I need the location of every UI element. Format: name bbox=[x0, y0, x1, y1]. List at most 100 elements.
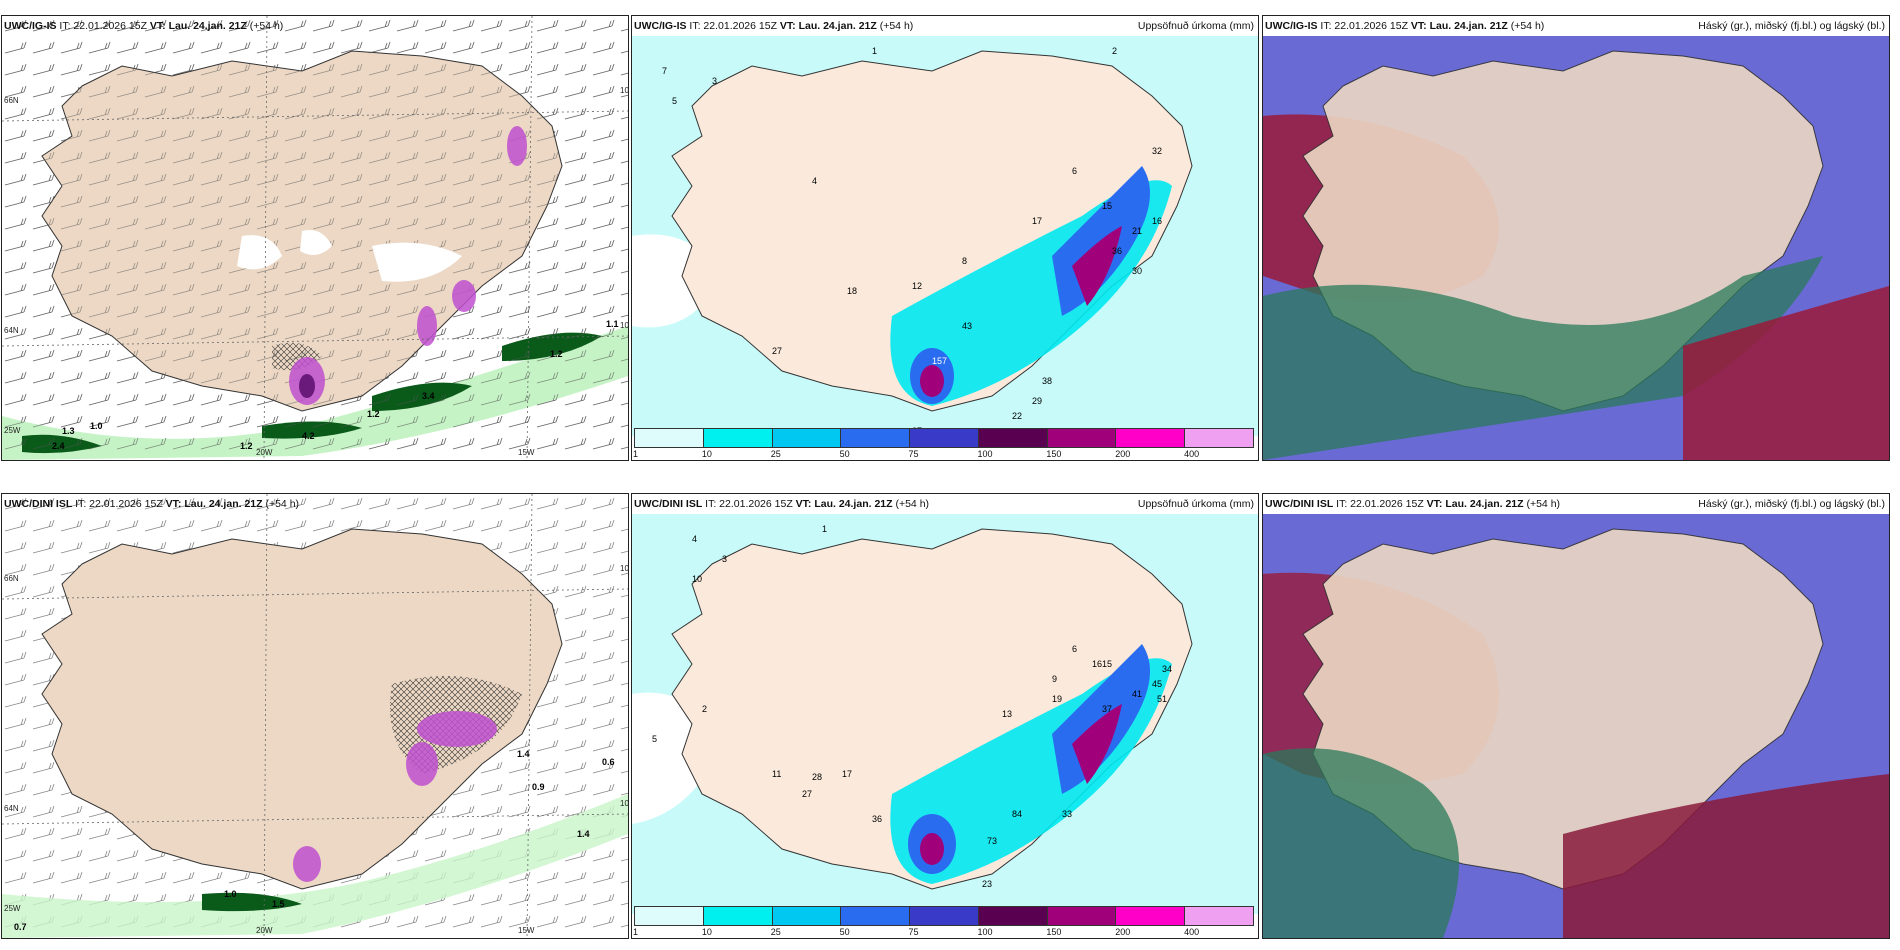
snow-cell bbox=[507, 126, 527, 166]
wind-value: 3.4 bbox=[422, 391, 435, 401]
lon-label: 20W bbox=[256, 926, 273, 935]
colorbar-cell bbox=[1116, 429, 1186, 447]
precip-value: 7 bbox=[662, 66, 668, 76]
colorbar-cell bbox=[910, 907, 979, 925]
lon-label: 10W bbox=[620, 321, 629, 330]
precip-value: 6 bbox=[1072, 644, 1078, 654]
precip-value: 51 bbox=[1157, 694, 1168, 704]
precip-value: 84 bbox=[1012, 809, 1023, 819]
colorbar-tick-label: 100 bbox=[977, 449, 993, 459]
precip-value: 27 bbox=[802, 789, 813, 799]
wind-value: 1.2 bbox=[550, 349, 563, 359]
precip-value: 15 bbox=[1102, 201, 1113, 211]
lon-label: 25W bbox=[4, 426, 21, 435]
precip-value: 1 bbox=[872, 46, 878, 56]
colorbar-tick-label: 10 bbox=[701, 449, 712, 459]
wind-value: 0.9 bbox=[532, 782, 545, 792]
precip-value: 12 bbox=[912, 281, 923, 291]
panel-header: UWC/DINI ISL IT: 22.01.2026 15Z VT: Lau.… bbox=[1265, 498, 1561, 510]
colorbar-tick-label: 150 bbox=[1046, 449, 1062, 459]
precip-value: 28 bbox=[812, 772, 823, 782]
precip-value: 32 bbox=[1152, 146, 1163, 156]
colorbar-cell bbox=[978, 907, 1048, 925]
snow-cell bbox=[293, 846, 321, 882]
panel-title: Uppsöfnuð úrkoma (mm) bbox=[1137, 498, 1254, 510]
precip-value: 37 bbox=[1102, 704, 1113, 714]
iceland-land bbox=[41, 528, 563, 890]
precip-value: 2 bbox=[702, 704, 708, 714]
wind-value: 1.4 bbox=[577, 829, 590, 839]
precip-value: 4 bbox=[692, 534, 698, 544]
panel-header: UWC/IG-IS IT: 22.01.2026 15Z VT: Lau. 24… bbox=[634, 20, 914, 32]
colorbar-tick-label: 100 bbox=[977, 927, 993, 937]
colorbar-cells bbox=[634, 428, 1254, 448]
lon-label: 10W bbox=[620, 86, 629, 95]
precip-value: 16 bbox=[1152, 216, 1163, 226]
panel-header: UWC/IG-IS IT: 22.01.2026 15Z VT: Lau. 24… bbox=[4, 20, 284, 32]
precip-value: 36 bbox=[872, 814, 883, 824]
precip-value: 17 bbox=[1032, 216, 1043, 226]
wind-map bbox=[2, 16, 628, 460]
colorbar-tick-label: 200 bbox=[1115, 927, 1131, 937]
wind-core bbox=[202, 892, 302, 912]
precip-value: 5 bbox=[672, 96, 678, 106]
lat-label: 64N bbox=[4, 326, 19, 335]
colorbar-cells bbox=[634, 906, 1254, 926]
colorbar-ticks: 1 10 25 50 75 100 150 200 400 bbox=[633, 926, 1254, 938]
panel-top-precip: UWC/IG-IS IT: 22.01.2026 15Z VT: Lau. 24… bbox=[631, 15, 1259, 461]
low-cloud bbox=[1263, 256, 1823, 460]
lon-label: 20W bbox=[256, 448, 273, 457]
glacier bbox=[237, 235, 282, 270]
lat-label: 66N bbox=[4, 574, 19, 583]
precip-very-heavy bbox=[920, 365, 944, 397]
precip-value: 17 bbox=[842, 769, 853, 779]
lon-label: 15W bbox=[518, 926, 535, 935]
precip-value: 34 bbox=[1162, 664, 1173, 674]
precip-map bbox=[632, 36, 1258, 436]
colorbar-tick-label: 50 bbox=[839, 449, 850, 459]
precip-value: 8 bbox=[962, 256, 968, 266]
panel-title: Háský (gr.), miðský (fj.bl.) og lágský (… bbox=[1698, 498, 1885, 510]
colorbar-cell bbox=[1185, 907, 1254, 925]
precip-value: 33 bbox=[1062, 809, 1073, 819]
colorbar-cell bbox=[841, 429, 911, 447]
precip-value: 10 bbox=[692, 574, 703, 584]
wind-value: 1.2 bbox=[367, 409, 380, 419]
precip-value: 11 bbox=[772, 769, 782, 779]
glacier bbox=[372, 242, 462, 282]
lat-label: 66N bbox=[4, 96, 19, 105]
precip-value: 29 bbox=[1032, 396, 1043, 406]
wind-value: 0.6 bbox=[602, 757, 615, 767]
colorbar-tick-label: 75 bbox=[908, 927, 919, 937]
precip-value: 19 bbox=[1052, 694, 1063, 704]
wind-value: 1.5 bbox=[272, 899, 285, 909]
precip-value: 36 bbox=[1112, 246, 1123, 256]
panel-bottom-wind: UWC/DINI ISL IT: 22.01.2026 15Z VT: Lau.… bbox=[1, 493, 629, 939]
colorbar-tick-label: 150 bbox=[1046, 927, 1062, 937]
precip-value: 73 bbox=[987, 836, 998, 846]
glacier bbox=[300, 230, 332, 255]
colorbar-tick-label: 25 bbox=[770, 449, 781, 459]
mid-cloud bbox=[1683, 286, 1889, 460]
panel-header: UWC/DINI ISL IT: 22.01.2026 15Z VT: Lau.… bbox=[634, 498, 930, 510]
precip-value: 43 bbox=[962, 321, 973, 331]
precip-value: 9 bbox=[1052, 674, 1058, 684]
precip-value: 18 bbox=[847, 286, 858, 296]
snow-cell bbox=[417, 711, 497, 747]
lon-label: 25W bbox=[4, 904, 21, 913]
precip-value: 45 bbox=[1152, 679, 1163, 689]
panel-header: UWC/DINI ISL IT: 22.01.2026 15Z VT: Lau.… bbox=[4, 498, 300, 510]
lon-label: 10W bbox=[620, 799, 629, 808]
panel-bottom-precip: UWC/DINI ISL IT: 22.01.2026 15Z VT: Lau.… bbox=[631, 493, 1259, 939]
precip-value: 15 bbox=[1102, 659, 1113, 669]
colorbar-tick-label: 10 bbox=[701, 927, 712, 937]
panel-title: Háský (gr.), miðský (fj.bl.) og lágský (… bbox=[1698, 20, 1885, 32]
colorbar-cell bbox=[841, 907, 911, 925]
precip-value: 3 bbox=[712, 76, 718, 86]
colorbar: 1 10 25 50 75 100 150 200 400 bbox=[633, 428, 1254, 460]
colorbar-cell bbox=[635, 429, 704, 447]
colorbar-ticks: 1 10 25 50 75 100 150 200 400 bbox=[633, 448, 1254, 460]
panel-top-wind: UWC/IG-IS IT: 22.01.2026 15Z VT: Lau. 24… bbox=[1, 15, 629, 461]
snow-cell bbox=[417, 306, 437, 346]
precip-value: 13 bbox=[1002, 709, 1013, 719]
